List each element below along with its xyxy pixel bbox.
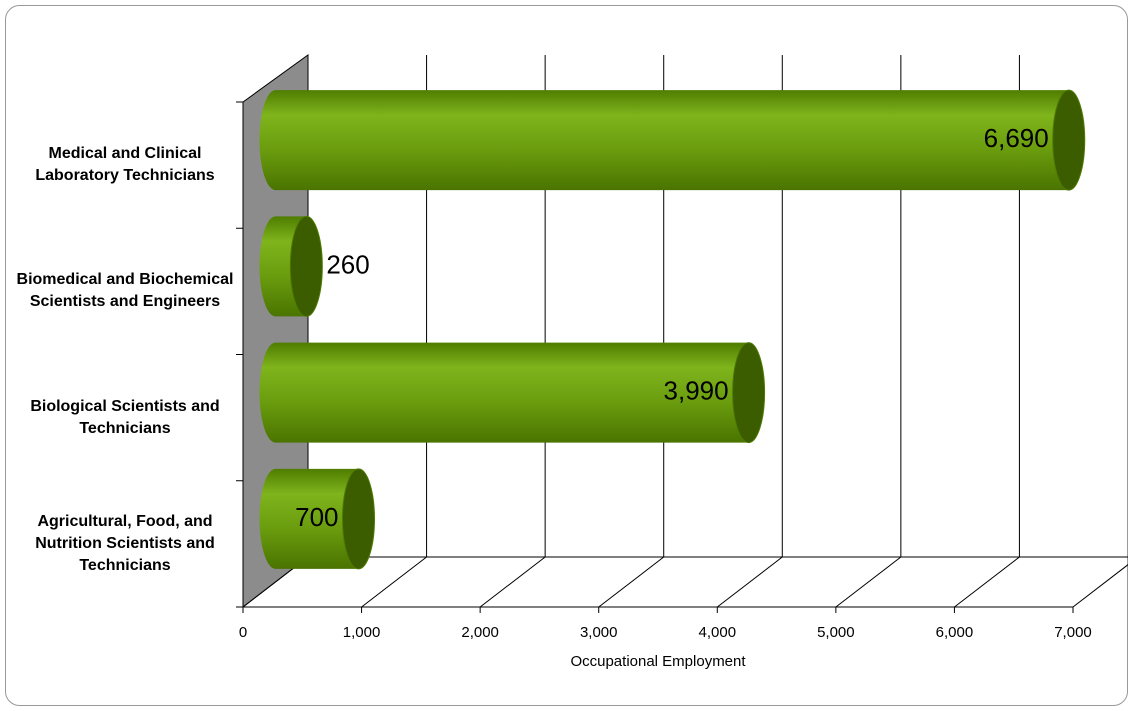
floor-line (598, 556, 665, 608)
bar (275, 342, 749, 443)
x-tick-label: 4,000 (699, 624, 737, 641)
value-label: 6,690 (984, 123, 1049, 153)
bar-end-cap (1052, 89, 1086, 191)
x-tick-label: 1,000 (343, 624, 381, 641)
floor-line (1072, 556, 1128, 608)
bar (275, 90, 1069, 191)
x-tick-label: 7,000 (1054, 624, 1092, 641)
y-tick-label: Biomedical and Biochemical Scientists an… (16, 271, 234, 311)
floor-line (716, 556, 783, 608)
bar-group (259, 215, 323, 317)
floor-line (479, 556, 546, 608)
y-tick-label: Medical and Clinical Laboratory Technici… (35, 145, 215, 185)
floor-line (954, 556, 1020, 608)
x-axis-title: Occupational Employment (570, 653, 746, 670)
x-tick-label: 5,000 (817, 624, 855, 641)
value-label: 3,990 (664, 376, 729, 406)
y-tick-label: Biological Scientists and Technicians (30, 397, 220, 437)
x-tick-label: 6,000 (936, 624, 974, 641)
bar-end-cap (289, 215, 323, 317)
bar-group (259, 342, 766, 444)
value-label: 260 (326, 249, 369, 279)
bar-end-cap (732, 342, 766, 444)
bar-group (259, 89, 1086, 191)
y-tick-label: Agricultural, Food, and Nutrition Scient… (35, 512, 215, 574)
x-tick-label: 0 (239, 624, 247, 641)
floor-line (361, 556, 427, 608)
bar-end-cap (342, 468, 375, 570)
x-tick-label: 2,000 (461, 624, 499, 641)
bar-group (259, 468, 375, 570)
value-label: 700 (295, 502, 338, 532)
floor-line (835, 556, 902, 608)
x-tick-label: 3,000 (580, 624, 618, 641)
